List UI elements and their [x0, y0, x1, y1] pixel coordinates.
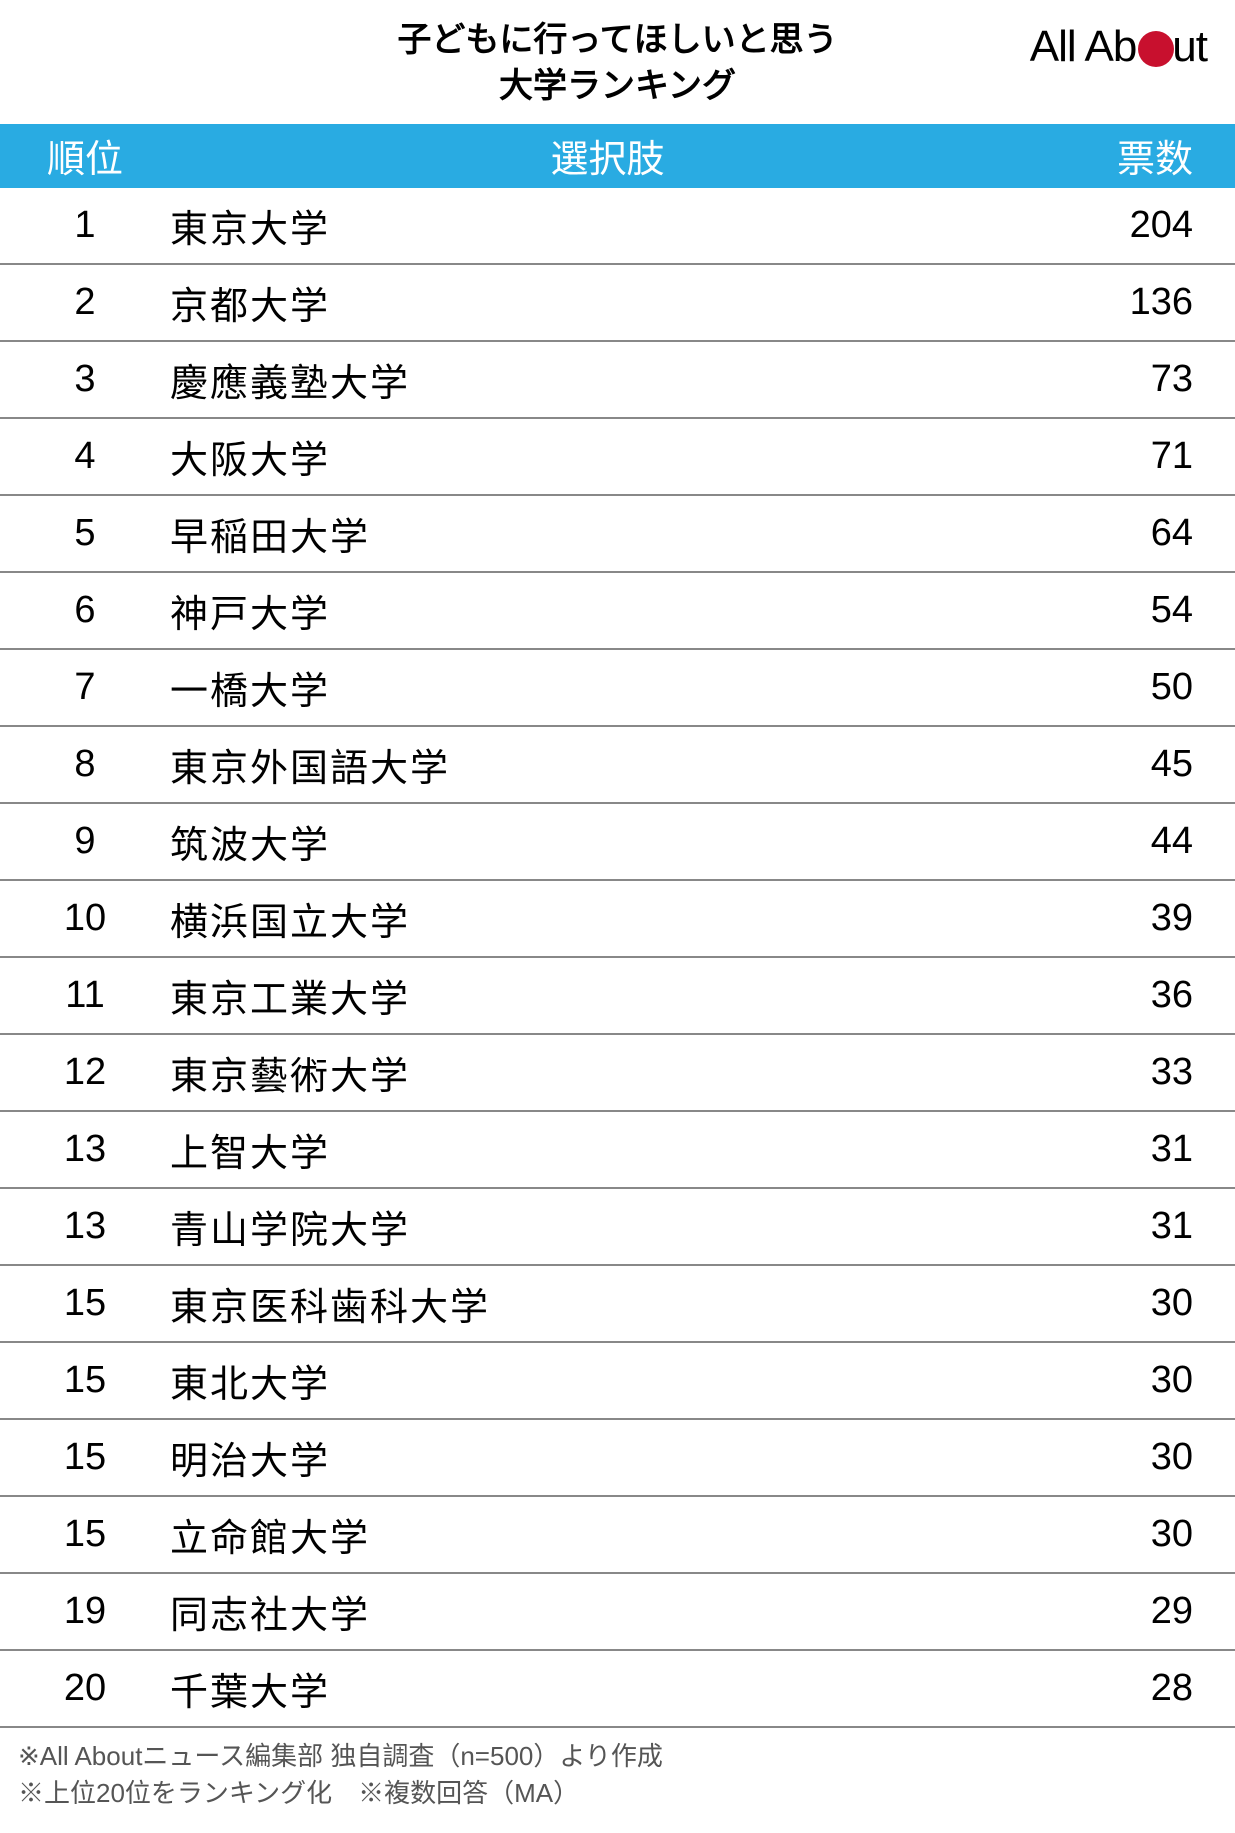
cell-name: 上智大学 — [170, 1122, 1045, 1177]
table-row: 15東京医科歯科大学30 — [0, 1266, 1235, 1343]
cell-votes: 39 — [1045, 897, 1235, 940]
footer-notes: ※All Aboutニュース編集部 独自調査（n=500）より作成 ※上位20位… — [0, 1728, 1235, 1833]
cell-name: 京都大学 — [170, 275, 1045, 330]
cell-votes: 71 — [1045, 435, 1235, 478]
cell-name: 東京医科歯科大学 — [170, 1276, 1045, 1331]
table-row: 8東京外国語大学45 — [0, 727, 1235, 804]
cell-name: 東京大学 — [170, 198, 1045, 253]
page-header: 子どもに行ってほしいと思う 大学ランキング All Ab ut — [0, 0, 1235, 124]
cell-name: 東京工業大学 — [170, 968, 1045, 1023]
table-row: 7一橋大学50 — [0, 650, 1235, 727]
cell-name: 立命館大学 — [170, 1507, 1045, 1562]
cell-rank: 5 — [0, 512, 170, 555]
cell-votes: 45 — [1045, 743, 1235, 786]
table-row: 13青山学院大学31 — [0, 1189, 1235, 1266]
cell-votes: 28 — [1045, 1667, 1235, 1710]
cell-rank: 10 — [0, 897, 170, 940]
column-header-votes: 票数 — [1045, 128, 1235, 183]
cell-votes: 30 — [1045, 1513, 1235, 1556]
cell-votes: 64 — [1045, 512, 1235, 555]
cell-rank: 13 — [0, 1128, 170, 1171]
cell-rank: 15 — [0, 1513, 170, 1556]
column-header-rank: 順位 — [0, 128, 170, 183]
cell-votes: 31 — [1045, 1205, 1235, 1248]
cell-name: 東北大学 — [170, 1353, 1045, 1408]
cell-rank: 3 — [0, 358, 170, 401]
logo-text-right: ut — [1172, 22, 1207, 72]
cell-rank: 15 — [0, 1359, 170, 1402]
table-row: 1東京大学204 — [0, 188, 1235, 265]
table-row: 13上智大学31 — [0, 1112, 1235, 1189]
footer-line-1: ※All Aboutニュース編集部 独自調査（n=500）より作成 — [18, 1738, 1215, 1776]
cell-name: 東京外国語大学 — [170, 737, 1045, 792]
footer-line-2: ※上位20位をランキング化 ※複数回答（MA） — [18, 1775, 1215, 1813]
cell-rank: 2 — [0, 281, 170, 324]
cell-rank: 9 — [0, 820, 170, 863]
cell-votes: 30 — [1045, 1282, 1235, 1325]
cell-name: 同志社大学 — [170, 1584, 1045, 1639]
cell-name: 筑波大学 — [170, 814, 1045, 869]
cell-votes: 204 — [1045, 204, 1235, 247]
cell-name: 東京藝術大学 — [170, 1045, 1045, 1100]
table-row: 19同志社大学29 — [0, 1574, 1235, 1651]
cell-rank: 15 — [0, 1282, 170, 1325]
table-row: 6神戸大学54 — [0, 573, 1235, 650]
title-line-1: 子どもに行ってほしいと思う — [397, 18, 837, 64]
column-header-name: 選択肢 — [170, 128, 1045, 183]
page-title: 子どもに行ってほしいと思う 大学ランキング — [397, 18, 837, 110]
cell-rank: 11 — [0, 974, 170, 1017]
table-row: 10横浜国立大学39 — [0, 881, 1235, 958]
table-row: 15東北大学30 — [0, 1343, 1235, 1420]
table-row: 4大阪大学71 — [0, 419, 1235, 496]
logo-dot-icon — [1138, 31, 1174, 67]
table-row: 9筑波大学44 — [0, 804, 1235, 881]
cell-name: 早稲田大学 — [170, 506, 1045, 561]
cell-rank: 15 — [0, 1436, 170, 1479]
cell-name: 横浜国立大学 — [170, 891, 1045, 946]
table-row: 20千葉大学28 — [0, 1651, 1235, 1728]
table-row: 3慶應義塾大学73 — [0, 342, 1235, 419]
cell-rank: 1 — [0, 204, 170, 247]
cell-name: 青山学院大学 — [170, 1199, 1045, 1254]
cell-rank: 4 — [0, 435, 170, 478]
cell-votes: 136 — [1045, 281, 1235, 324]
cell-votes: 54 — [1045, 589, 1235, 632]
cell-rank: 13 — [0, 1205, 170, 1248]
cell-votes: 31 — [1045, 1128, 1235, 1171]
cell-name: 明治大学 — [170, 1430, 1045, 1485]
cell-votes: 50 — [1045, 666, 1235, 709]
table-row: 2京都大学136 — [0, 265, 1235, 342]
allabout-logo: All Ab ut — [1030, 22, 1207, 72]
cell-votes: 29 — [1045, 1590, 1235, 1633]
table-row: 12東京藝術大学33 — [0, 1035, 1235, 1112]
cell-votes: 33 — [1045, 1051, 1235, 1094]
table-row: 11東京工業大学36 — [0, 958, 1235, 1035]
table-row: 15明治大学30 — [0, 1420, 1235, 1497]
cell-name: 慶應義塾大学 — [170, 352, 1045, 407]
cell-votes: 36 — [1045, 974, 1235, 1017]
cell-rank: 6 — [0, 589, 170, 632]
table-body: 1東京大学2042京都大学1363慶應義塾大学734大阪大学715早稲田大学64… — [0, 188, 1235, 1728]
cell-rank: 20 — [0, 1667, 170, 1710]
cell-votes: 44 — [1045, 820, 1235, 863]
cell-votes: 30 — [1045, 1359, 1235, 1402]
table-header-row: 順位 選択肢 票数 — [0, 124, 1235, 188]
cell-votes: 73 — [1045, 358, 1235, 401]
cell-name: 神戸大学 — [170, 583, 1045, 638]
cell-rank: 12 — [0, 1051, 170, 1094]
cell-rank: 8 — [0, 743, 170, 786]
cell-name: 大阪大学 — [170, 429, 1045, 484]
logo-text-left: All Ab — [1030, 22, 1137, 72]
cell-name: 一橋大学 — [170, 660, 1045, 715]
table-row: 15立命館大学30 — [0, 1497, 1235, 1574]
cell-name: 千葉大学 — [170, 1661, 1045, 1716]
table-row: 5早稲田大学64 — [0, 496, 1235, 573]
cell-votes: 30 — [1045, 1436, 1235, 1479]
cell-rank: 7 — [0, 666, 170, 709]
cell-rank: 19 — [0, 1590, 170, 1633]
ranking-table-container: 子どもに行ってほしいと思う 大学ランキング All Ab ut 順位 選択肢 票… — [0, 0, 1235, 1833]
title-line-2: 大学ランキング — [397, 64, 837, 110]
